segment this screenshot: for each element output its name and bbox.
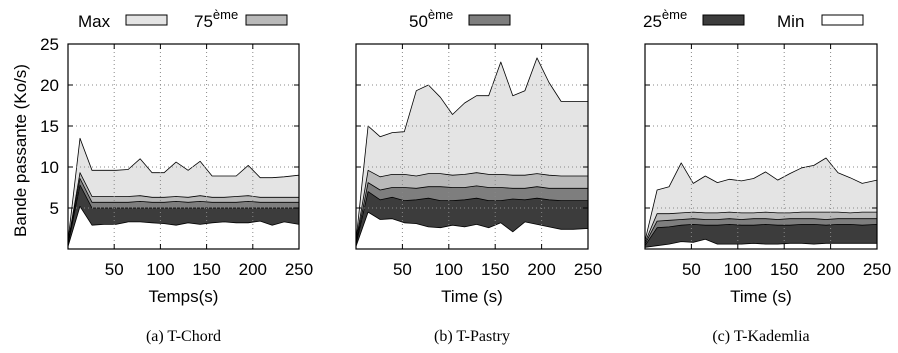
x-axis-label: Time (s) (730, 287, 792, 306)
legend-swatch (125, 14, 168, 26)
x-tick-label: 50 (682, 260, 701, 279)
subfigure-caption: (c) T-Kademlia (712, 328, 809, 345)
legend-swatch (245, 14, 288, 26)
area-band-min (644, 238, 878, 250)
x-tick-label: 100 (435, 260, 463, 279)
y-tick-label: 10 (40, 158, 59, 177)
legend-label: Min (777, 12, 804, 31)
y-tick-label: 25 (40, 35, 59, 54)
x-tick-label: 200 (527, 260, 555, 279)
y-tick-label: 20 (40, 76, 59, 95)
subfigure-caption: (b) T-Pastry (434, 328, 510, 345)
legend-swatch (821, 14, 864, 26)
x-tick-label: 50 (105, 260, 124, 279)
legend-swatch (702, 14, 745, 26)
y-tick-label: 15 (40, 117, 59, 136)
y-axis-label: Bande passante (Ko/s) (11, 64, 30, 237)
x-tick-label: 200 (816, 260, 844, 279)
x-tick-label: 250 (574, 260, 602, 279)
plot-frame (355, 43, 589, 250)
y-tick-label: 5 (50, 199, 59, 218)
x-axis-label: Temps(s) (149, 287, 219, 306)
x-tick-label: 200 (239, 260, 267, 279)
chart-panel: 50 100 150 200 250 5 10 15 20 25 Temps(s) Bande pas… (11, 35, 313, 345)
x-tick-label: 50 (393, 260, 412, 279)
legend-swatch (468, 14, 511, 26)
x-tick-label: 250 (285, 260, 313, 279)
plot-frame (67, 43, 300, 250)
x-tick-label: 100 (724, 260, 752, 279)
legend-label: 50ème (409, 7, 453, 31)
x-tick-label: 150 (481, 260, 509, 279)
x-axis-label: Time (s) (441, 287, 503, 306)
x-tick-label: 250 (863, 260, 891, 279)
legend-label: 25ème (643, 7, 687, 31)
subfigure-caption: (a) T-Chord (146, 328, 221, 345)
area-band-min (67, 206, 300, 250)
legend-label: Max (78, 12, 111, 31)
legend: Max 75ème 50ème 25ème Min (78, 7, 864, 31)
x-tick-label: 150 (770, 260, 798, 279)
x-tick-label: 150 (192, 260, 220, 279)
legend-label: 75ème (194, 7, 238, 31)
plot-frame (644, 43, 878, 250)
chart-panel: 50 100 150 200 250 Time (s) (b) T-Pastry (355, 43, 602, 345)
area-band-min (355, 211, 589, 250)
chart-panel: 50 100 150 200 250 Time (s) (c) T-Kademlia (644, 43, 891, 345)
x-tick-label: 100 (146, 260, 174, 279)
